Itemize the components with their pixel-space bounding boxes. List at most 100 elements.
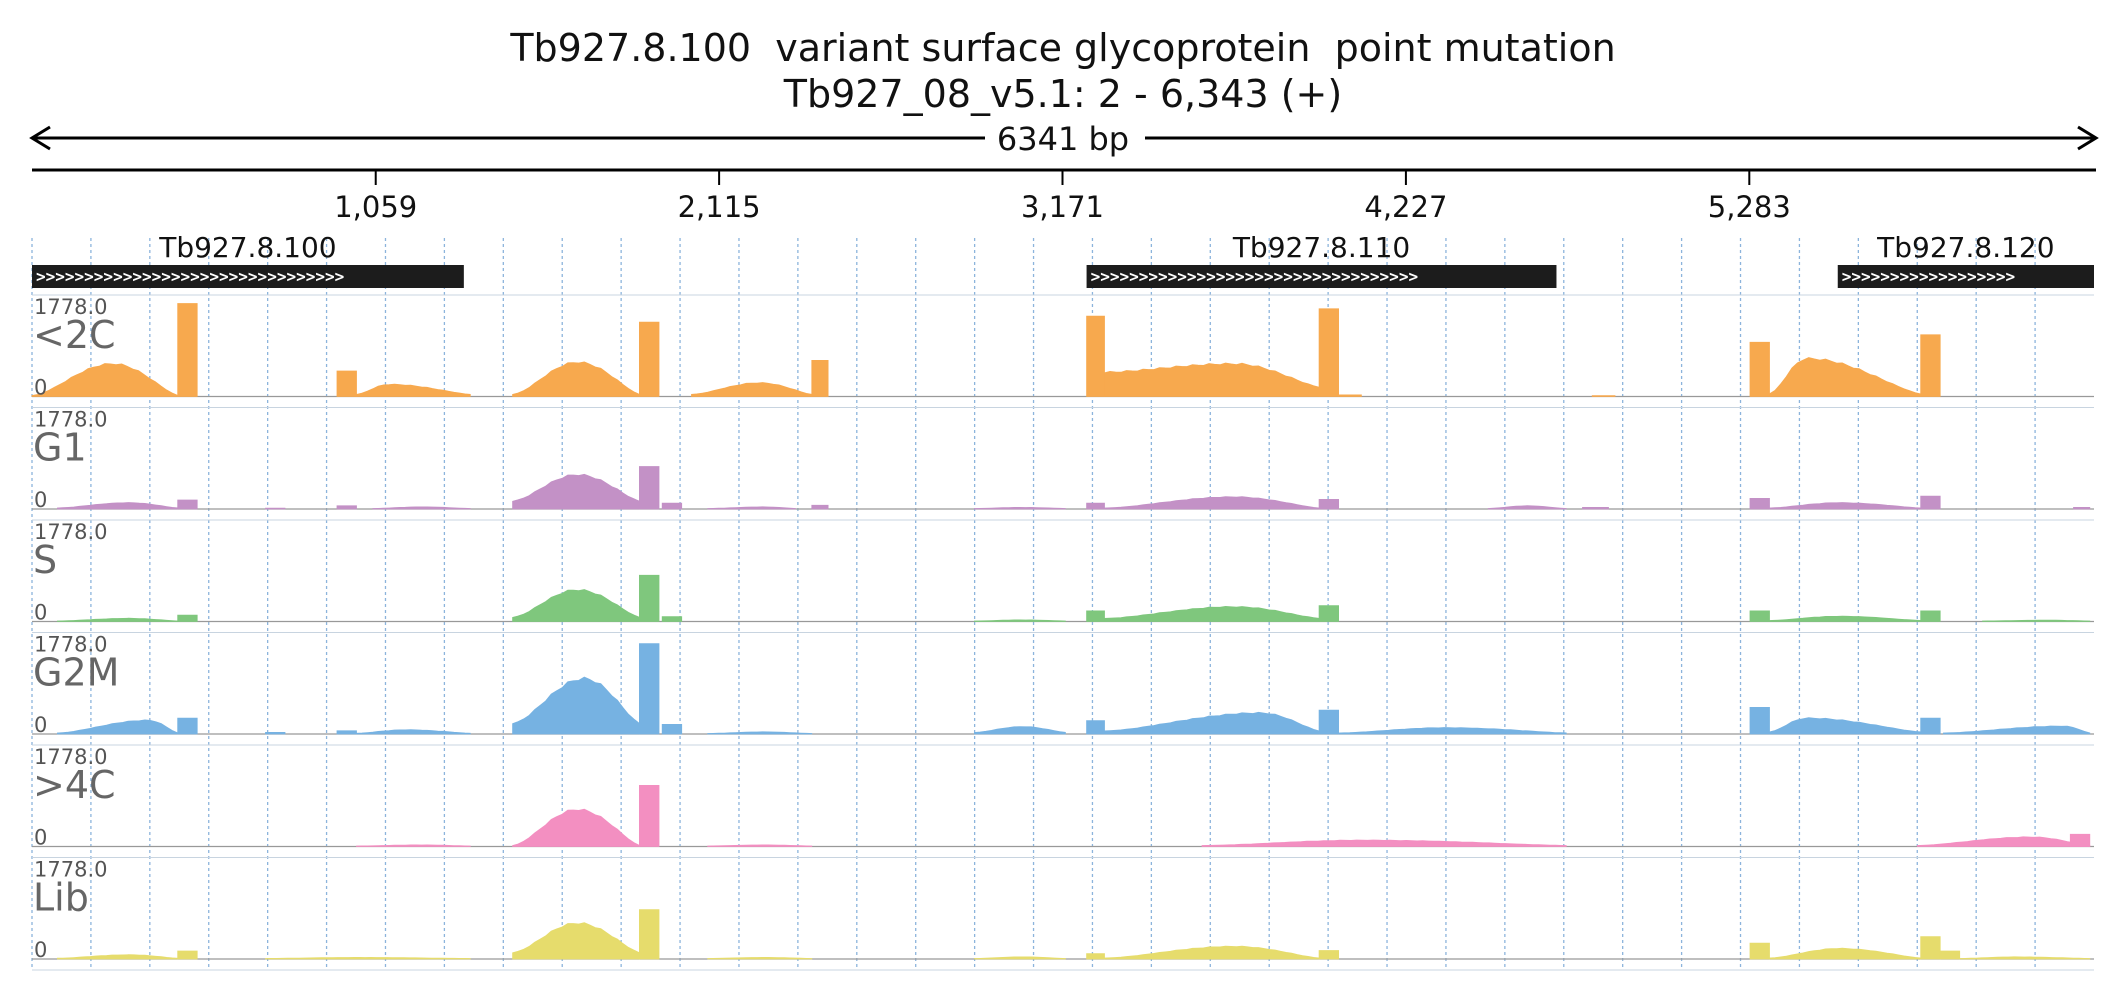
coverage-peak <box>1582 506 1609 510</box>
coverage-peak <box>1920 495 1941 510</box>
coverage-peak <box>811 504 829 510</box>
coverage-peak <box>639 909 660 960</box>
track-min-label: 0 <box>34 488 47 512</box>
coverage-peak <box>177 717 198 735</box>
coverage-peak <box>1917 836 2091 847</box>
coverage-track: 1778.0S 0 <box>32 519 2094 625</box>
coverage-peak <box>512 589 640 622</box>
coverage-peak <box>512 473 640 510</box>
coverage-peak <box>512 676 640 735</box>
coverage-peak <box>2069 833 2091 847</box>
coverage-peak <box>1769 357 1922 397</box>
axis-ticks: 1,059 2,115 3,171 4,227 5,283 <box>334 170 1791 224</box>
gene-label: Tb927.8.120 <box>1876 231 2054 264</box>
coverage-peak <box>1487 505 1567 510</box>
span-arrow-right-head <box>2077 125 2099 151</box>
coverage-peak <box>1920 334 1941 397</box>
coverage-peak <box>177 303 198 397</box>
coverage-peak <box>177 614 198 622</box>
coverage-peak <box>1749 942 1770 960</box>
coverage-peak <box>1769 717 1922 735</box>
coverage-peak <box>691 382 813 397</box>
span-label: 6341 bp <box>997 120 1129 158</box>
coverage-peak <box>1086 610 1105 622</box>
coverage-peak <box>57 954 179 960</box>
coverage-peak <box>707 731 813 735</box>
gene-feature <box>1086 265 1557 288</box>
coverage-peak <box>1749 497 1770 510</box>
gene-strand-arrows: >>>>>>>>>>>>>>>>>> <box>1842 267 2015 286</box>
coverage-track: 1778.0G1 0 <box>32 407 2094 512</box>
gene-feature <box>32 265 464 288</box>
coverage-peak <box>1338 394 1362 397</box>
coverage-peak <box>661 616 683 622</box>
coverage-peak <box>1749 707 1770 735</box>
coverage-peak <box>356 383 471 397</box>
coverage-peak <box>177 950 198 960</box>
coverage-peak <box>512 808 640 847</box>
coverage-peak <box>639 785 660 847</box>
coverage-peak <box>1769 615 1922 622</box>
coverage-peak <box>1086 720 1105 735</box>
gene-annotation-track: Tb927.8.100>>>>>>>>>>>>>>>>>>>>>>>>>>>>>… <box>32 231 2094 288</box>
track-min-label: 0 <box>34 938 47 962</box>
coverage-peak <box>1338 727 1567 735</box>
coverage-peak <box>57 719 179 735</box>
chart-title-line1: Tb927.8.100 variant surface glycoprotein… <box>509 26 1615 70</box>
coverage-peak <box>1920 936 1941 960</box>
coverage-peak <box>265 507 286 510</box>
track-max-label: 1778.0 <box>34 520 107 544</box>
coverage-peak <box>1939 950 1961 960</box>
coverage-peak <box>31 363 179 397</box>
coverage-peak <box>1591 395 1616 397</box>
axis-tick-label: 3,171 <box>1021 190 1104 224</box>
coverage-peak <box>1086 953 1105 960</box>
coverage-peak <box>1104 362 1320 397</box>
coverage-peak <box>639 643 660 735</box>
axis-tick-label: 1,059 <box>334 190 417 224</box>
coverage-peak <box>1086 502 1105 510</box>
track-min-label: 0 <box>34 376 47 400</box>
coverage-peak <box>974 726 1066 735</box>
coverage-peak <box>1318 605 1339 622</box>
span-indicator: 6341 bp <box>29 120 2099 158</box>
coverage-peak <box>2073 506 2091 510</box>
track-name-label: G1 <box>33 426 87 470</box>
track-name-label: <2C <box>33 313 116 357</box>
coverage-peak <box>1104 711 1320 735</box>
coverage-peak <box>661 502 683 510</box>
coverage-peak <box>1769 502 1922 510</box>
coverage-peak <box>1104 945 1320 960</box>
coverage-peak <box>1086 315 1105 397</box>
coverage-peak <box>1104 605 1320 622</box>
coverage-track: 1778.0>4C 0 <box>32 744 2094 850</box>
track-max-label: 1778.0 <box>34 633 107 657</box>
coverage-peak <box>1104 496 1320 510</box>
coverage-peak <box>639 321 660 397</box>
axis-tick-label: 2,115 <box>678 190 761 224</box>
coverage-peak <box>707 957 813 960</box>
coverage-peak <box>1318 308 1339 397</box>
coverage-tracks: 1778.0<2C01778.0G101778.0S01778.0G2M0177… <box>31 294 2094 971</box>
coverage-peak <box>177 499 198 510</box>
coverage-peak <box>1318 709 1339 735</box>
track-min-label: 0 <box>34 713 47 737</box>
coverage-peak <box>1749 610 1770 622</box>
coverage-peak <box>974 619 1066 622</box>
coverage-peak <box>372 506 471 510</box>
coverage-peak <box>57 617 179 622</box>
coverage-peak <box>639 574 660 622</box>
track-min-label: 0 <box>34 601 47 625</box>
coverage-track: 1778.0<2C 0 <box>31 294 2094 400</box>
track-max-label: 1778.0 <box>34 295 107 319</box>
track-name-label: S <box>33 538 57 582</box>
coverage-peak <box>512 922 640 960</box>
coverage-peak <box>974 956 1066 960</box>
coverage-peak <box>811 359 829 397</box>
track-max-label: 1778.0 <box>34 858 107 882</box>
coverage-peak <box>707 506 796 510</box>
coverage-peak <box>356 844 471 847</box>
track-name-label: Lib <box>33 876 89 920</box>
